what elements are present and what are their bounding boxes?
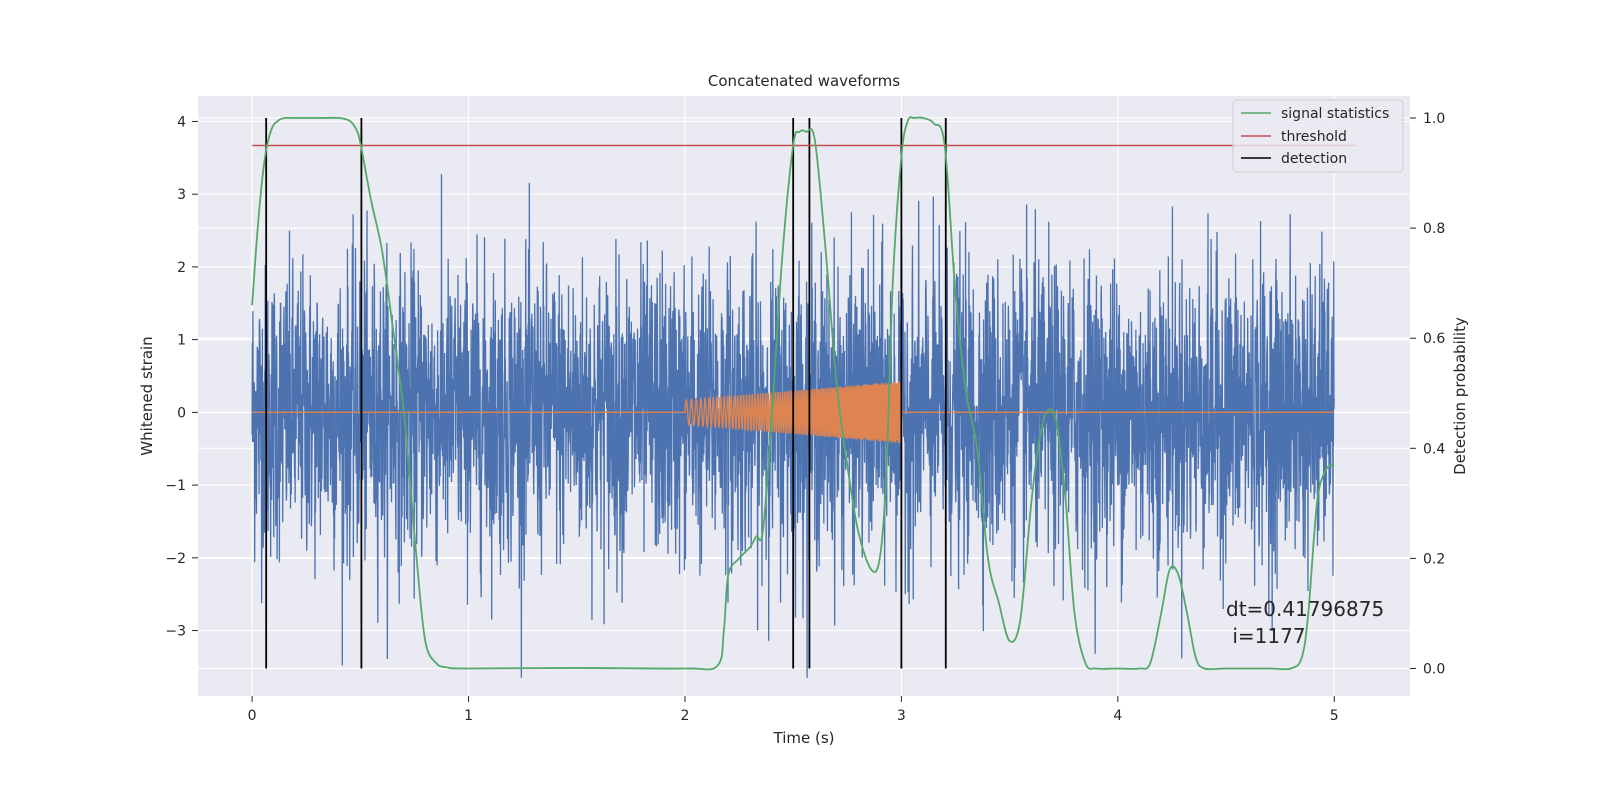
x-axis-label: Time (s) xyxy=(773,729,835,747)
y-right-tick-label: 0.0 xyxy=(1423,661,1445,677)
y-axis-label: Whitened strain xyxy=(138,336,156,455)
x-tick-label: 2 xyxy=(681,708,690,724)
y-axis-label-right: Detection probability xyxy=(1451,317,1469,475)
y-tick-label: 1 xyxy=(177,333,186,349)
annotation-dt: dt=0.41796875 xyxy=(1226,597,1384,621)
axes: 0 1 2 3 4 5 −3 −2 −1 0 1 2 3 4 0.0 0.2 0.4 0.6 0.8 1.0 xyxy=(165,111,1445,724)
y-right-tick-label: 0.8 xyxy=(1423,221,1445,237)
x-tick-label: 3 xyxy=(897,708,906,724)
x-tick-label: 4 xyxy=(1113,708,1122,724)
y-tick-label: 4 xyxy=(177,114,186,130)
annotation-i: i=1177 xyxy=(1226,624,1306,648)
legend-entry-threshold: threshold xyxy=(1281,129,1347,145)
legend-entry-statistics: signal statistics xyxy=(1281,106,1389,122)
legend-entry-detection: detection xyxy=(1281,151,1347,167)
y-tick-label: −1 xyxy=(165,478,186,494)
chart-title: Concatenated waveforms xyxy=(708,72,900,90)
y-right-tick-label: 0.4 xyxy=(1423,441,1445,457)
y-tick-label: 2 xyxy=(177,260,186,276)
y-tick-label: −3 xyxy=(165,624,186,640)
series-layer xyxy=(251,116,1356,678)
legend-box xyxy=(1232,99,1404,173)
x-tick-label: 1 xyxy=(464,708,473,724)
y-right-tick-label: 1.0 xyxy=(1423,111,1445,127)
y-tick-label: 3 xyxy=(177,187,186,203)
y-tick-label: −2 xyxy=(165,551,186,567)
y-tick-label: 0 xyxy=(177,405,186,421)
legend: signal statistics threshold detection xyxy=(1232,99,1404,173)
x-tick-label: 0 xyxy=(248,708,257,724)
x-tick-label: 5 xyxy=(1330,708,1339,724)
signal-statistics-series xyxy=(251,116,1335,671)
y-right-tick-label: 0.2 xyxy=(1423,551,1445,567)
y-right-tick-label: 0.6 xyxy=(1423,331,1445,347)
